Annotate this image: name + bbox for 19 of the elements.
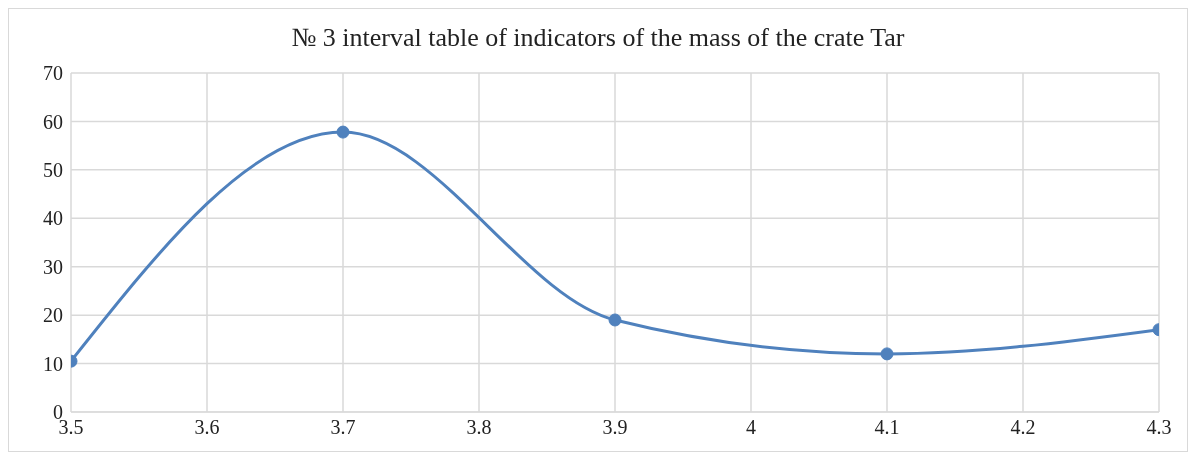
chart-title: № 3 interval table of indicators of the mass of the crate Tar bbox=[290, 22, 906, 54]
x-tick-label: 4.3 bbox=[1146, 416, 1172, 439]
x-tick-label: 3.6 bbox=[194, 416, 220, 439]
x-tick-label: 4.2 bbox=[1010, 416, 1036, 439]
y-tick-label: 40 bbox=[43, 207, 63, 230]
x-tick-label: 3.9 bbox=[602, 416, 628, 439]
y-tick-label: 30 bbox=[43, 255, 63, 278]
x-tick-label: 3.7 bbox=[330, 416, 356, 439]
x-tick-label: 3.8 bbox=[466, 416, 492, 439]
x-tick-label: 4 bbox=[746, 416, 756, 439]
point bbox=[336, 125, 350, 139]
y-tick-label: 10 bbox=[43, 352, 63, 375]
y-tick-label: 60 bbox=[43, 110, 63, 133]
x-tick-label: 4.1 bbox=[874, 416, 900, 439]
y-tick-label: 70 bbox=[43, 62, 63, 85]
point bbox=[880, 347, 894, 361]
point bbox=[608, 313, 622, 327]
y-tick-label: 20 bbox=[43, 304, 63, 327]
y-tick-label: 50 bbox=[43, 158, 63, 181]
